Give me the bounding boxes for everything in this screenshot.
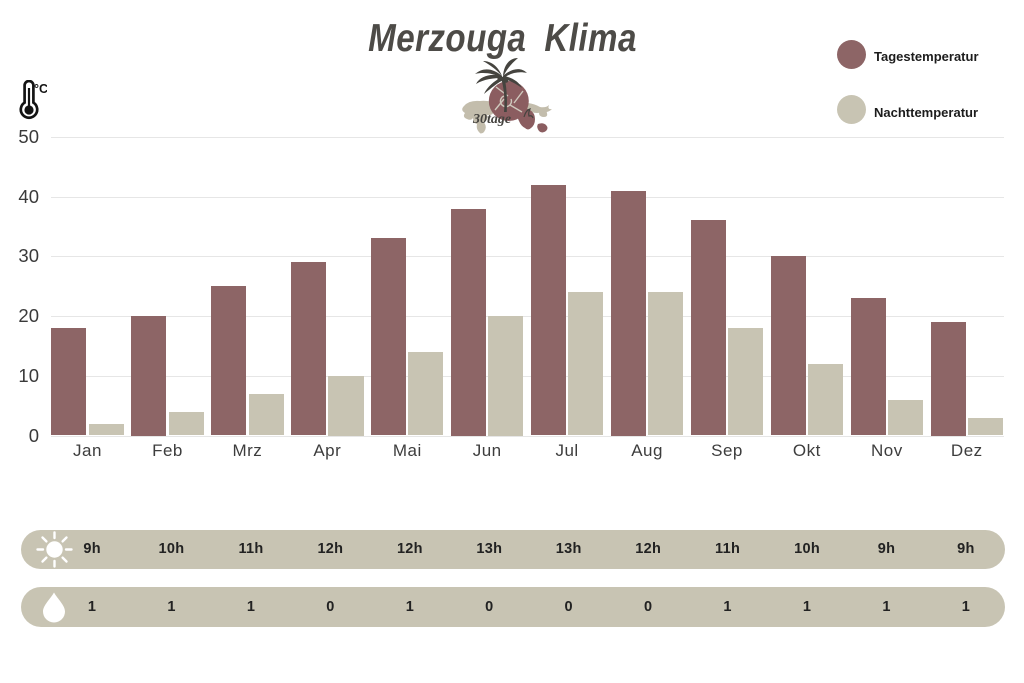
svg-text:30tage: 30tage [472,112,511,127]
svg-text:°C: °C [34,82,47,96]
